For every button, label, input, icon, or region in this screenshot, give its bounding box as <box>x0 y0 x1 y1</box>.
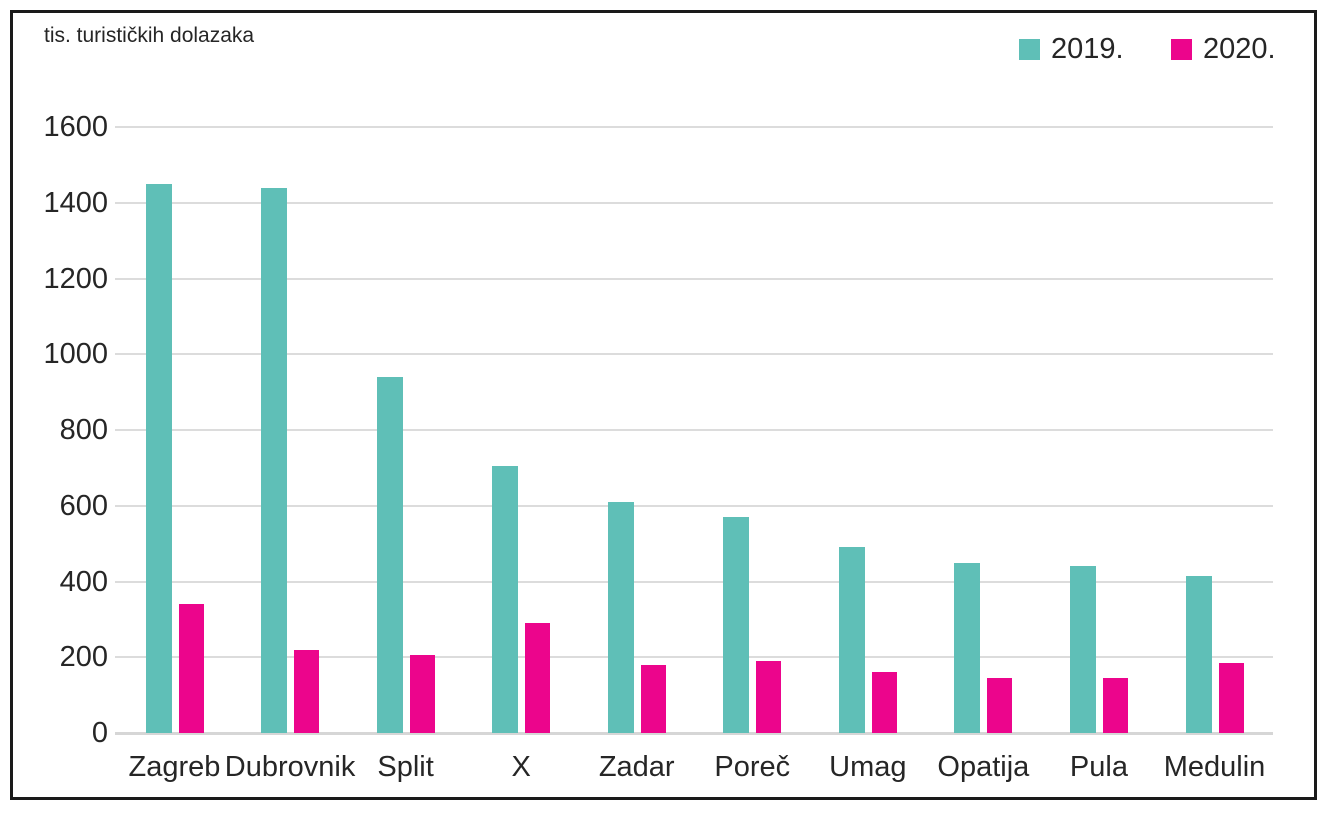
y-tick-label-200: 200 <box>59 641 108 674</box>
gridline-800 <box>115 429 1273 431</box>
bar-2019-opatija <box>954 562 981 733</box>
y-tick-label-1600: 1600 <box>43 111 108 143</box>
bar-2020-zagreb <box>178 604 204 733</box>
legend-item-2019: 2019. <box>1019 33 1124 66</box>
legend-swatch-2019-icon <box>1019 39 1040 60</box>
bar-2020-umag <box>871 672 897 733</box>
gridline-1600 <box>115 126 1273 128</box>
gridline-1400 <box>115 201 1273 204</box>
gridline-200 <box>115 656 1273 659</box>
legend-label-2019: 2019. <box>1051 33 1124 65</box>
y-tick-label-1000: 1000 <box>43 338 108 371</box>
bar-2020-split <box>409 655 435 733</box>
chart-title: tis. turističkih dolazaka <box>44 24 255 47</box>
gridline-1200 <box>115 277 1273 280</box>
bar-2019-umag <box>838 547 865 733</box>
bar-2019-medulin <box>1185 575 1212 733</box>
bar-2019-x <box>492 465 519 733</box>
x-category-label-x: X <box>511 751 531 783</box>
x-category-label-medulin: Medulin <box>1163 751 1266 783</box>
bar-2019-split <box>376 376 403 733</box>
bar-2020-zadar <box>640 664 666 733</box>
bar-2019-dubrovnik <box>261 187 288 733</box>
bar-2020-poreč <box>756 661 782 733</box>
y-tick-label-1200: 1200 <box>43 262 108 295</box>
bar-2020-x <box>525 623 551 733</box>
y-tick-label-800: 800 <box>59 414 108 446</box>
x-category-label-dubrovnik: Dubrovnik <box>224 751 356 783</box>
bar-2020-pula <box>1102 678 1128 733</box>
legend-item-2020: 2020. <box>1171 33 1276 66</box>
legend-swatch-2020-icon <box>1171 39 1192 60</box>
y-tick-label-600: 600 <box>59 489 108 522</box>
bar-2020-opatija <box>987 678 1013 733</box>
bar-2019-zagreb <box>145 183 172 733</box>
gridline-1000 <box>115 353 1273 356</box>
bar-2019-poreč <box>723 517 750 733</box>
gridline-400 <box>115 580 1273 583</box>
x-category-label-pula: Pula <box>1069 751 1128 783</box>
y-tick-label-0: 0 <box>91 717 108 749</box>
bar-2019-zadar <box>607 501 634 733</box>
x-category-label-umag: Umag <box>829 751 907 783</box>
x-axis-baseline <box>115 731 1273 735</box>
x-category-label-split: Split <box>377 751 434 783</box>
x-category-label-opatija: Opatija <box>937 751 1030 783</box>
y-tick-label-1400: 1400 <box>43 186 108 219</box>
y-tick-label-400: 400 <box>59 565 108 598</box>
x-category-label-poreč: Poreč <box>714 751 791 783</box>
legend-label-2020: 2020. <box>1203 33 1276 65</box>
bar-2020-medulin <box>1218 662 1244 733</box>
gridline-600 <box>115 504 1273 507</box>
x-category-label-zadar: Zadar <box>598 751 675 783</box>
x-category-label-zagreb: Zagreb <box>128 751 221 783</box>
bar-2020-dubrovnik <box>294 649 320 733</box>
bar-2019-pula <box>1069 566 1096 733</box>
